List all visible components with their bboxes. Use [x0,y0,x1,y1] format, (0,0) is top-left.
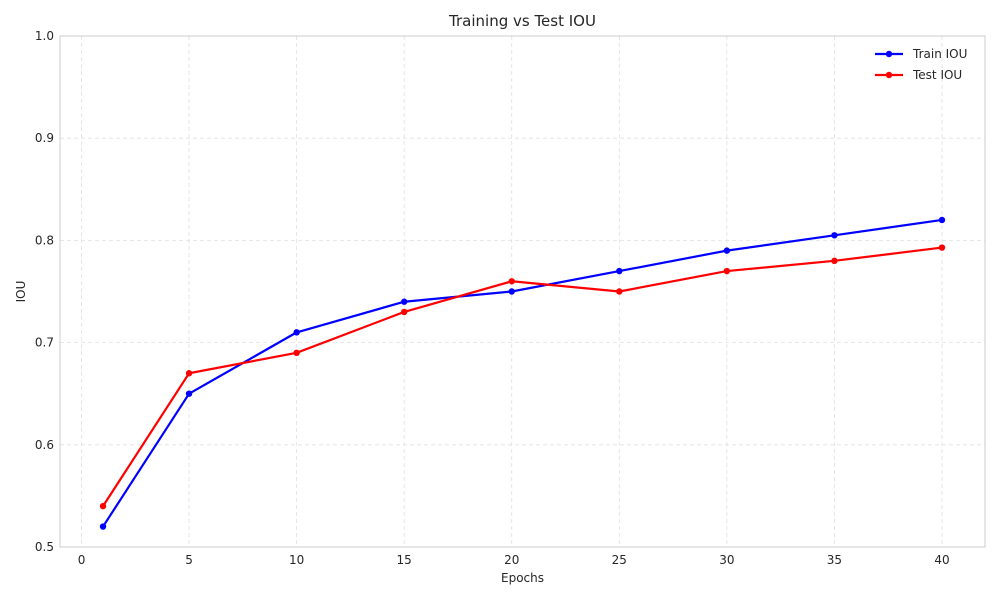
y-axis-title: IOU [14,281,28,303]
train-iou-point [185,390,193,397]
train-iou-point [616,267,623,275]
legend-label-train-iou: Train IOU [912,47,967,61]
x-tick-label: 0 [78,553,86,567]
train-iou-point [508,288,515,295]
test-iou-point [293,349,300,357]
test-iou-point [99,502,107,510]
test-iou-point [400,308,408,316]
x-tick-label: 25 [612,553,627,567]
train-iou-point [400,298,408,305]
legend-marker-test-iou [885,71,893,79]
legend: Train IOU Test IOU [875,47,967,82]
y-tick-label: 1.0 [35,29,54,43]
test-iou-point [831,257,838,265]
x-tick-label: 35 [827,553,842,567]
series-line-test-iou [102,246,943,507]
test-iou-point [723,267,731,275]
ticks-layer: 0 5 10 15 20 25 30 35 40 0.5 0.6 0.7 0.8 0.9 1.0 [35,29,950,567]
test-iou-point [185,370,193,377]
grid-layer [60,35,985,548]
test-iou-point [508,278,515,285]
y-tick-label: 0.7 [35,336,54,350]
y-tick-label: 0.6 [35,438,54,452]
train-iou-point [938,216,946,224]
y-tick-label: 0.8 [35,233,54,247]
x-tick-label: 30 [719,553,734,567]
x-tick-label: 40 [934,553,949,567]
chart-title: Training vs Test IOU [448,12,596,30]
y-tick-label: 0.9 [35,131,54,145]
series-layer [99,216,946,530]
train-iou-point [831,232,838,239]
y-tick-label: 0.5 [35,540,54,554]
plot-frame [59,35,986,548]
legend-label-test-iou: Test IOU [912,68,962,82]
train-iou-point [723,247,731,254]
test-iou-point [616,288,623,295]
test-iou-point [938,244,946,251]
x-tick-label: 10 [289,553,304,567]
series-line-train-iou [102,218,943,528]
x-tick-label: 15 [397,553,412,567]
x-tick-label: 5 [185,553,193,567]
train-iou-point [293,329,300,336]
train-iou-point [99,523,107,530]
legend-marker-train-iou [885,50,893,58]
x-axis-title: Epochs [501,571,544,585]
x-tick-label: 20 [504,553,519,567]
